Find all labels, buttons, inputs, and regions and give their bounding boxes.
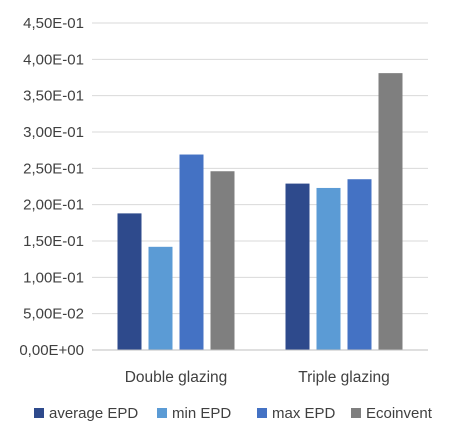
gridlines [92,22,428,315]
y-tick-label: 4,50E-01 [23,15,84,32]
y-tick-label: 0,00E+00 [19,342,84,359]
y-tick-label: 3,50E-01 [23,88,84,105]
y-tick-label: 1,00E-01 [23,269,84,286]
x-category-label: Triple glazing [298,369,390,386]
x-axis-category-labels: Double glazing Triple glazing [125,369,390,386]
legend-swatch-average-epd [34,408,44,418]
bar-min-epd-double-glazing [148,246,173,350]
bar-min-epd-triple-glazing [316,187,341,350]
y-tick-label: 2,50E-01 [23,160,84,177]
legend-label-max-epd: max EPD [272,405,336,422]
y-tick-label: 5,00E-02 [23,306,84,323]
legend-swatch-ecoinvent [351,408,361,418]
bar-max-epd-triple-glazing [347,179,372,350]
bar-average-epd-triple-glazing [285,183,310,350]
y-axis-tick-labels: 0,00E+00 5,00E-02 1,00E-01 1,50E-01 2,00E-01… [19,15,84,359]
y-tick-label: 2,00E-01 [23,197,84,214]
x-category-label: Double glazing [125,369,228,386]
legend-label-min-epd: min EPD [172,405,231,422]
y-tick-label: 4,00E-01 [23,51,84,68]
bar-average-epd-double-glazing [117,213,142,350]
y-tick-label: 1,50E-01 [23,233,84,250]
legend-label-ecoinvent: Ecoinvent [366,405,433,422]
legend-swatch-max-epd [257,408,267,418]
bar-ecoinvent-double-glazing [210,171,235,350]
legend: average EPD min EPD max EPD Ecoinvent [34,405,433,422]
legend-swatch-min-epd [157,408,167,418]
bars [117,73,403,350]
bar-ecoinvent-triple-glazing [378,73,403,350]
bar-max-epd-double-glazing [179,154,204,350]
y-tick-label: 3,00E-01 [23,124,84,141]
legend-label-average-epd: average EPD [49,405,138,422]
